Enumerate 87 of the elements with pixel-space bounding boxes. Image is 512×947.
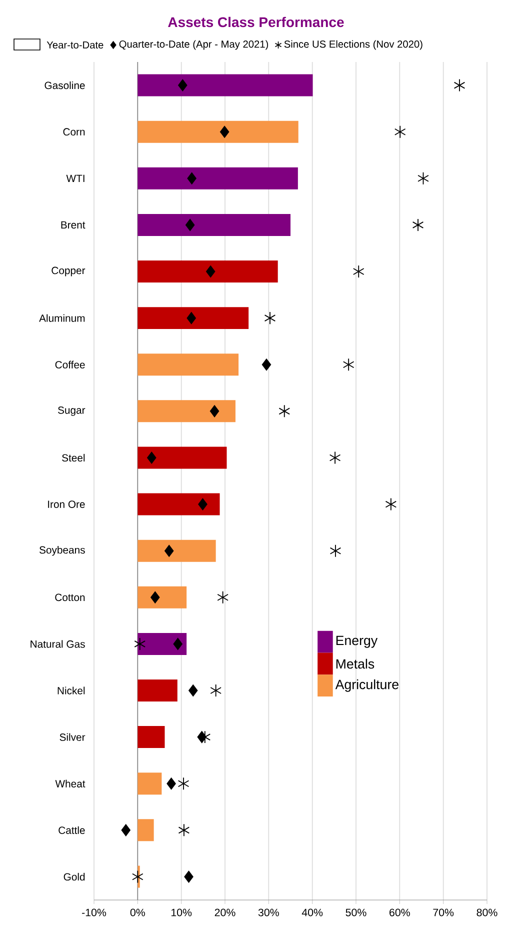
bar xyxy=(138,632,187,655)
y-tick-label: Brent xyxy=(61,221,86,229)
legend-label: Metals xyxy=(336,658,374,669)
y-tick-label: Copper xyxy=(52,266,86,276)
x-tick-label: 60% xyxy=(390,908,410,916)
y-tick-label: Natural Gas xyxy=(30,640,85,648)
x-tick-label: 0% xyxy=(130,908,145,916)
bar xyxy=(138,214,290,236)
y-tick-label: Sugar xyxy=(58,406,86,416)
x-tick-label: 10% xyxy=(171,908,192,916)
chart-title: Assets Class Performance xyxy=(168,16,344,28)
point xyxy=(178,824,190,837)
x-tick-label: 50% xyxy=(346,908,366,916)
point xyxy=(278,404,290,418)
y-tick-label: Soybeans xyxy=(40,546,85,556)
point xyxy=(210,684,222,697)
legend-label: Energy xyxy=(336,636,378,648)
point xyxy=(134,637,146,650)
point xyxy=(412,218,424,232)
x-tick-label: 30% xyxy=(258,908,279,916)
y-tick-label: Corn xyxy=(63,128,85,136)
y-tick-label: Wheat xyxy=(55,780,86,788)
point xyxy=(264,312,276,325)
point xyxy=(185,218,195,231)
point xyxy=(199,730,211,744)
x-tick-label: 40% xyxy=(302,908,323,916)
bar xyxy=(138,446,227,469)
point xyxy=(342,358,354,372)
point xyxy=(150,591,160,604)
point xyxy=(217,590,228,604)
point xyxy=(418,172,429,185)
point xyxy=(187,172,196,184)
y-tick-label: Cotton xyxy=(55,594,85,602)
legend-label: Since US Elections (Nov 2020) xyxy=(284,40,422,50)
legend-label: Agriculture xyxy=(335,679,398,692)
point xyxy=(262,358,272,371)
y-tick-label: Gasoline xyxy=(44,81,85,90)
point xyxy=(173,638,182,650)
y-tick-label: Aluminum xyxy=(39,314,85,322)
bar xyxy=(138,400,236,422)
point xyxy=(186,312,196,324)
x-tick-label: 70% xyxy=(433,908,454,916)
legend-label: Quarter-to-Date (Apr - May 2021) xyxy=(119,40,268,50)
bar xyxy=(138,540,216,562)
bar xyxy=(138,307,249,330)
bar xyxy=(138,819,154,842)
x-tick-label: 20% xyxy=(214,908,236,916)
point xyxy=(206,266,216,278)
point xyxy=(178,79,188,92)
y-tick-label: Gold xyxy=(64,872,85,881)
y-tick-label: WTI xyxy=(66,174,84,182)
point xyxy=(454,78,466,92)
bar xyxy=(138,772,162,795)
y-tick-label: Iron Ore xyxy=(48,500,85,508)
y-tick-label: Cattle xyxy=(58,826,85,834)
point xyxy=(121,824,130,836)
point xyxy=(184,870,194,883)
point xyxy=(147,452,156,464)
point xyxy=(385,498,397,511)
bar xyxy=(138,586,187,608)
bar xyxy=(138,493,220,516)
point xyxy=(164,544,174,557)
bar xyxy=(138,354,239,376)
point xyxy=(220,126,230,138)
bar xyxy=(138,74,313,96)
point xyxy=(132,870,144,884)
point xyxy=(352,265,364,278)
y-tick-label: Coffee xyxy=(55,360,85,368)
point xyxy=(330,544,342,558)
bar xyxy=(138,120,298,143)
x-tick-label: 80% xyxy=(476,908,498,916)
point xyxy=(394,125,406,138)
y-tick-label: Steel xyxy=(62,454,85,462)
point xyxy=(198,498,208,510)
point xyxy=(210,405,220,418)
x-tick-label: -10% xyxy=(82,908,106,916)
point xyxy=(329,451,341,464)
bar xyxy=(138,167,298,190)
bar xyxy=(138,726,165,748)
y-tick-label: Silver xyxy=(60,733,86,741)
point xyxy=(166,778,176,790)
y-tick-label: Nickel xyxy=(58,686,85,694)
bar xyxy=(138,260,278,283)
point xyxy=(188,684,198,696)
point xyxy=(178,777,190,790)
bar xyxy=(138,680,178,702)
legend-title: Year-to-Date xyxy=(46,41,104,49)
